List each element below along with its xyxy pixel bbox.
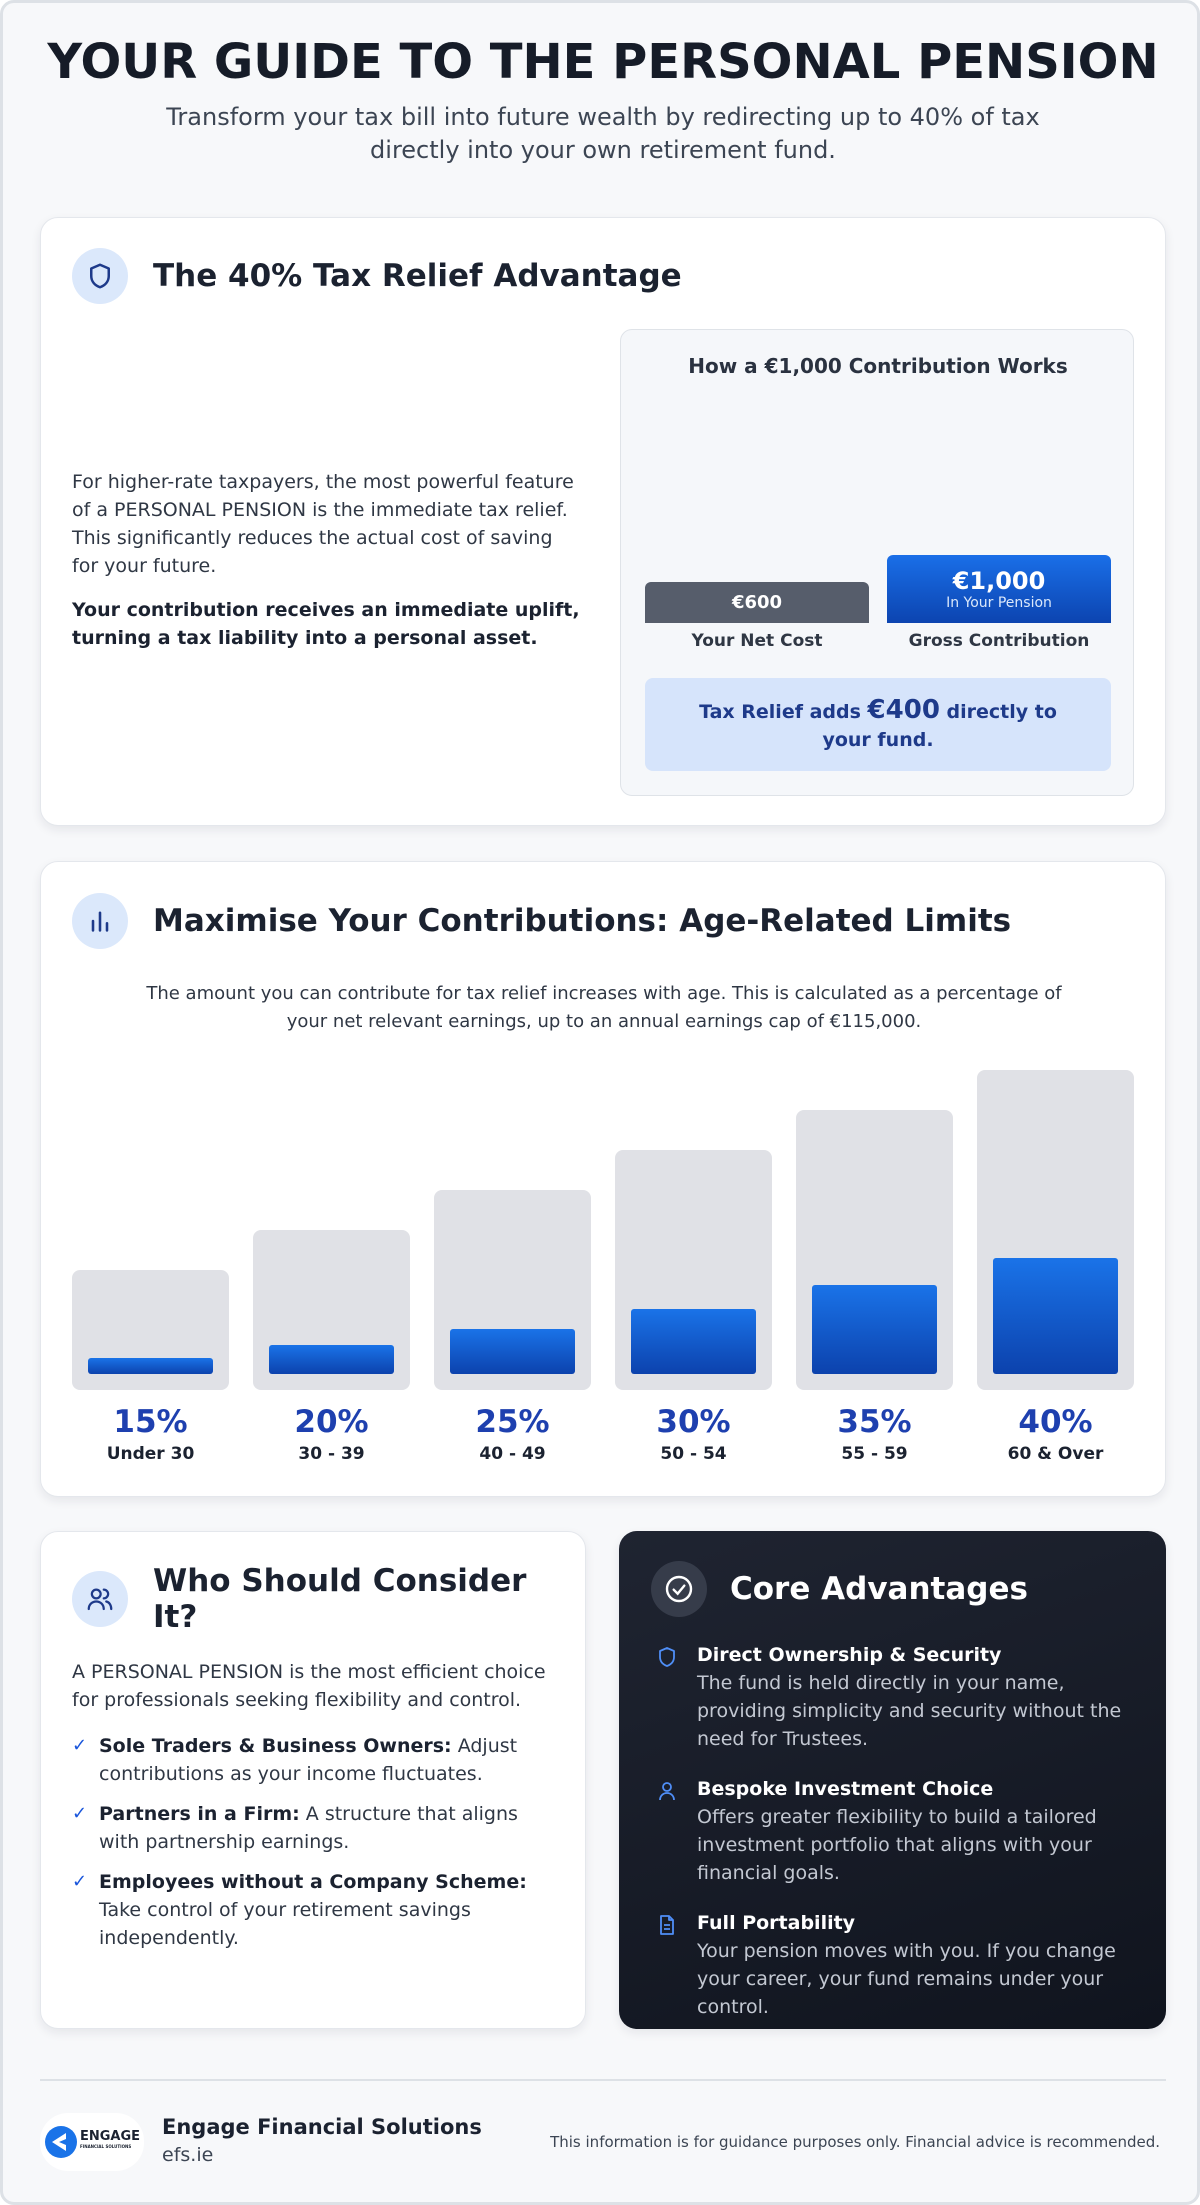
advantage-title: Bespoke Investment Choice [697, 1778, 994, 1800]
intro: A PERSONAL PENSION is the most efficient… [72, 1661, 546, 1711]
section-heading: Core Advantages [730, 1571, 1028, 1607]
advantages-card: Core Advantages Direct Ownership & Secur… [619, 1531, 1166, 2029]
text-block: For higher-rate taxpayers, the most powe… [72, 468, 582, 652]
bullet-lead: Sole Traders & Business Owners: [99, 1735, 452, 1757]
emphasis: Your contribution receives an immediate … [72, 599, 580, 649]
tax-relief-card: The 40% Tax Relief Advantage For higher-… [40, 217, 1166, 826]
icon-graphic [660, 1915, 674, 1935]
limit-label: 25% [475, 1404, 550, 1440]
check-icon [651, 1561, 707, 1617]
advantage-title: Direct Ownership & Security [697, 1644, 1002, 1666]
icon-graphic [659, 1647, 675, 1667]
icon-graphic [659, 1782, 675, 1801]
contribution-panel: How a €1,000 Contribution Works €600 Your… [620, 329, 1134, 796]
limit-label: 30% [656, 1404, 731, 1440]
advantage-text: Offers greater flexibility to build a ta… [697, 1806, 1097, 1884]
logo: ENGAGE FINANCIAL SOLUTIONS [40, 2113, 144, 2171]
bar-sublabel: In Your Pension [946, 595, 1052, 611]
relief-prefix: Tax Relief adds [699, 700, 861, 723]
footer-rule [40, 2079, 1166, 2081]
age-label: 50 - 54 [660, 1444, 727, 1464]
limit-bar [88, 1357, 213, 1374]
advantage-list: Direct Ownership & Security The fund is h… [655, 1641, 1145, 2043]
panel-title: How a €1,000 Contribution Works [688, 354, 1068, 378]
bullet-lead: Partners in a Firm: [99, 1803, 300, 1825]
limit-bar [269, 1344, 394, 1374]
bullet-text: Take control of your retirement savings … [99, 1899, 471, 1949]
bullet-text: Adjust contributions as your income fluc… [99, 1735, 518, 1785]
bar-label: €600 [731, 591, 783, 613]
advantage: Direct Ownership & Security The fund is h… [655, 1641, 1145, 1753]
relief-amount: €400 [867, 694, 940, 725]
age-label: 40 - 49 [479, 1444, 546, 1464]
check-mark: ✓ [72, 1871, 88, 1892]
relief-box: Tax Relief adds €400 directly to your fu… [645, 678, 1111, 771]
section-heading: Who Should Consider It? [153, 1563, 527, 1635]
bullet: ✓ Sole Traders & Business Owners: Adjust … [72, 1732, 562, 1788]
limit-label: 20% [294, 1404, 369, 1440]
relief-text: Tax Relief adds €400 directly to your fu… [675, 696, 1081, 754]
bullet-list: ✓ Sole Traders & Business Owners: Adjust … [72, 1732, 562, 1952]
logo-text: ENGAGE FINANCIAL SOLUTIONS [80, 2129, 141, 2152]
bar-label: €1,000 [952, 567, 1046, 595]
section-heading: Maximise Your Contributions: Age-Related… [153, 903, 1012, 939]
audience-body: A PERSONAL PENSION is the most efficient… [72, 1658, 562, 1964]
limit-bar [450, 1328, 575, 1374]
limits-card: Maximise Your Contributions: Age-Related… [40, 861, 1166, 1497]
bullet-text: A structure that aligns with partnership… [99, 1803, 518, 1853]
bullet: ✓ Partners in a Firm: A structure that al… [72, 1800, 562, 1856]
check-mark: ✓ [72, 1735, 88, 1756]
check-mark: ✓ [72, 1803, 88, 1824]
advantage: Full Portability Your pension moves with … [655, 1909, 1145, 2021]
age-label: 30 - 39 [298, 1444, 365, 1464]
description: The amount you can contribute for tax re… [146, 983, 1062, 1032]
company-name: Engage Financial Solutions [162, 2115, 482, 2139]
limit-bar [631, 1308, 756, 1374]
page-title: YOUR GUIDE TO THE PERSONAL PENSION [47, 34, 1159, 90]
bullet: ✓ Employees without a Company Scheme: Tak… [72, 1868, 562, 1952]
contribution-bar: €600 [645, 582, 869, 623]
disclaimer: This information is for guidance purpose… [550, 2133, 1160, 2151]
chart-icon [72, 893, 128, 949]
bar-caption: Your Net Cost [691, 631, 823, 651]
age-label: 60 & Over [1007, 1444, 1104, 1464]
logo-mark [45, 2126, 77, 2158]
limit-label: 15% [113, 1404, 188, 1440]
limit-bar [812, 1284, 937, 1374]
bar-caption: Gross Contribution [908, 631, 1090, 651]
advantage: Bespoke Investment Choice Offers greater … [655, 1775, 1145, 1887]
audience-card: Who Should Consider It? A PERSONAL PENSI… [40, 1531, 586, 2029]
advantage-title: Full Portability [697, 1912, 856, 1934]
age-label: 55 - 59 [841, 1444, 908, 1464]
age-label: Under 30 [106, 1444, 195, 1464]
limit-label: 35% [837, 1404, 912, 1440]
page-subtitle: Transform your tax bill into future weal… [166, 103, 1040, 164]
section-heading: The 40% Tax Relief Advantage [153, 258, 682, 294]
advantage-text: Your pension moves with you. If you chan… [697, 1940, 1116, 2018]
contribution-bar: €1,000 In Your Pension [887, 555, 1111, 623]
bullet-lead: Employees without a Company Scheme: [99, 1871, 527, 1893]
advantage-text: The fund is held directly in your name, … [697, 1672, 1122, 1750]
logo-tagline: FINANCIAL SOLUTIONS [80, 2144, 132, 2149]
people-icon [72, 1571, 128, 1627]
logo-word: ENGAGE [80, 2129, 141, 2144]
limit-label: 40% [1018, 1404, 1093, 1440]
website: efs.ie [162, 2144, 214, 2166]
paragraph: For higher-rate taxpayers, the most powe… [72, 471, 574, 577]
limit-bar [993, 1257, 1118, 1374]
relief-suffix: directly to your fund. [822, 700, 1057, 751]
shield-icon [72, 248, 128, 304]
